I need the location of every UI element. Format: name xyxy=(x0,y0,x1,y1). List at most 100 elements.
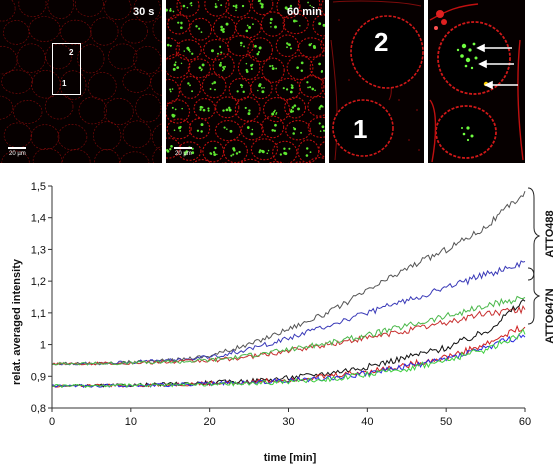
vesicle-dot xyxy=(232,147,236,151)
vesicle-dot xyxy=(228,108,232,112)
brace-label-atto647n: ATTO647N xyxy=(544,288,556,343)
vesicle-dot xyxy=(191,151,195,155)
cell-outline xyxy=(297,139,320,163)
vesicle-dot xyxy=(296,66,299,70)
vesicle-dot xyxy=(226,128,228,130)
vesicle-dot xyxy=(261,90,265,94)
vesicle-dot xyxy=(220,51,223,54)
vesicle-dot xyxy=(166,8,168,12)
vesicle-dot xyxy=(248,109,251,112)
vesicle-dot xyxy=(218,63,222,67)
cell-outline xyxy=(237,55,261,81)
vesicle-dot xyxy=(201,63,205,67)
cell-outline xyxy=(203,38,230,61)
vesicle-dot xyxy=(270,26,272,28)
vesicle-dot xyxy=(247,112,251,116)
vesicle-dot xyxy=(180,26,183,30)
vesicle-dot xyxy=(269,21,272,25)
cell-outline xyxy=(285,119,311,141)
cell-outline xyxy=(94,149,120,163)
vesicle-dot xyxy=(172,10,175,13)
vesicle-dot xyxy=(236,90,239,93)
series-line-1 xyxy=(51,260,526,366)
cell-outline xyxy=(103,0,132,20)
vesicle-dot xyxy=(291,110,295,113)
y-axis-label: relat. averaged intensity xyxy=(11,258,23,385)
vesicle-dot xyxy=(257,51,260,54)
cell-membranes-with-vesicles xyxy=(166,0,325,163)
vesicle-dot xyxy=(232,5,235,8)
cell-membranes-overview xyxy=(0,0,162,163)
x-tick-label: 20 xyxy=(204,416,216,428)
vesicle-dot xyxy=(254,44,257,48)
vesicle-dot xyxy=(279,153,282,156)
cell-outline xyxy=(307,95,325,117)
vesicle-dot xyxy=(213,81,217,84)
vesicle-dot xyxy=(275,113,277,115)
vesicle-dot xyxy=(309,4,311,7)
series-line-0 xyxy=(51,191,526,366)
cell-outline xyxy=(133,46,162,75)
vesicle-dot xyxy=(214,146,217,150)
vesicle-dot xyxy=(287,43,290,46)
scale-bar xyxy=(8,147,26,149)
vesicle-dot xyxy=(318,22,322,26)
vesicle-dot xyxy=(225,22,229,26)
cell-outline xyxy=(74,0,104,17)
vesicle-dot xyxy=(169,147,172,151)
vesicle-dot xyxy=(187,82,190,85)
vesicle-dot xyxy=(289,4,293,8)
vesicle-dot xyxy=(191,147,194,150)
vesicle-dot xyxy=(189,3,192,5)
cell-outline xyxy=(250,77,273,100)
vesicle-dot xyxy=(174,108,177,111)
vesicle-dot xyxy=(220,4,223,7)
scale-bar xyxy=(174,147,192,149)
vesicle-dot xyxy=(271,67,275,70)
vesicle-dot xyxy=(246,24,249,27)
vesicle-dot xyxy=(288,147,291,150)
cell-outline xyxy=(176,0,200,17)
vesicle-dot xyxy=(213,153,217,156)
series-line-6 xyxy=(51,333,526,388)
vesicle-dot xyxy=(171,88,174,90)
vesicle-dot xyxy=(261,86,263,89)
vesicle-dot xyxy=(297,107,300,111)
vesicle-dot xyxy=(219,61,222,64)
y-tick-label: 1,2 xyxy=(31,276,46,288)
cell-outline xyxy=(57,123,88,151)
cell-outline xyxy=(45,43,73,70)
cell-outline xyxy=(133,0,161,23)
vesicle-dot xyxy=(300,131,302,134)
vesicle-dot xyxy=(196,129,200,132)
x-tick-label: 50 xyxy=(440,416,452,428)
vesicle-dot xyxy=(209,152,212,155)
cell-outline xyxy=(179,75,202,99)
cell-outline xyxy=(3,20,30,45)
vesicle-dot xyxy=(258,46,262,50)
vesicle-dot xyxy=(259,149,262,152)
roi-label-1: 1 xyxy=(62,79,67,88)
vesicle-dot xyxy=(212,151,216,154)
vesicle-dot xyxy=(320,70,323,73)
vesicle-dot xyxy=(225,108,229,112)
cell-outline xyxy=(1,150,30,163)
vesicle-dot xyxy=(300,61,304,65)
vesicle-dot xyxy=(235,9,237,12)
cell-outline xyxy=(78,96,107,125)
vesicle-dot xyxy=(289,47,292,50)
vesicle-dot xyxy=(169,90,172,93)
vesicle-dot xyxy=(251,128,254,131)
vesicle-dot xyxy=(243,45,245,48)
cell-outline xyxy=(286,55,314,81)
vesicle-dot xyxy=(189,84,191,87)
cell-outline xyxy=(166,37,180,60)
vesicle-dot xyxy=(209,88,212,90)
vesicle-dot xyxy=(273,110,276,113)
y-tick-label: 0,8 xyxy=(31,403,46,415)
vesicle-dot xyxy=(221,69,224,72)
cell-outline xyxy=(320,36,325,53)
vesicle-dot xyxy=(258,0,261,3)
cell-outline xyxy=(28,16,61,42)
region-of-interest-box xyxy=(52,43,81,95)
